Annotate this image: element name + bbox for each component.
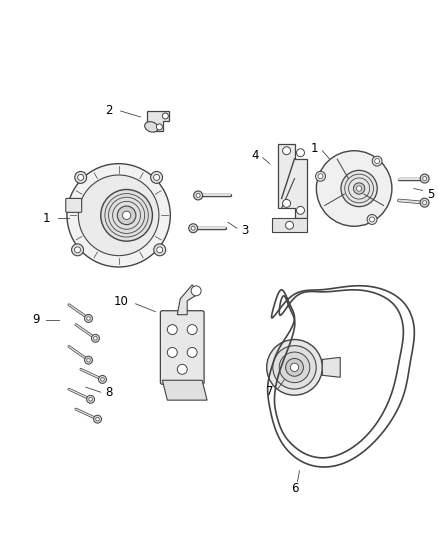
Circle shape [297, 206, 304, 214]
Circle shape [374, 159, 380, 164]
Polygon shape [177, 285, 200, 314]
Text: 7: 7 [266, 385, 273, 398]
Circle shape [423, 176, 427, 181]
Circle shape [117, 206, 136, 224]
Circle shape [96, 417, 99, 421]
Circle shape [78, 175, 159, 256]
Text: 6: 6 [291, 482, 298, 495]
Circle shape [420, 174, 429, 183]
Circle shape [283, 199, 290, 207]
Text: 10: 10 [113, 295, 128, 308]
Circle shape [87, 358, 90, 362]
Circle shape [315, 171, 325, 181]
Circle shape [101, 190, 152, 241]
Circle shape [89, 398, 92, 401]
Circle shape [167, 348, 177, 358]
Circle shape [191, 286, 201, 296]
Circle shape [357, 186, 362, 191]
Circle shape [273, 346, 316, 389]
Circle shape [123, 211, 131, 220]
Circle shape [191, 226, 195, 230]
Circle shape [290, 363, 299, 372]
Circle shape [187, 348, 197, 358]
Circle shape [353, 183, 365, 194]
Circle shape [341, 171, 377, 207]
Circle shape [267, 340, 322, 395]
Text: 3: 3 [241, 224, 248, 237]
Circle shape [87, 395, 95, 403]
Text: 1: 1 [42, 212, 50, 225]
Circle shape [286, 359, 304, 376]
Circle shape [423, 201, 427, 205]
Circle shape [286, 221, 293, 229]
Circle shape [67, 164, 170, 267]
Text: 9: 9 [32, 313, 40, 326]
Text: 8: 8 [105, 386, 113, 399]
Polygon shape [322, 358, 340, 377]
Polygon shape [162, 380, 207, 400]
Circle shape [157, 247, 163, 253]
Circle shape [297, 149, 304, 157]
Text: 1: 1 [311, 142, 318, 155]
Circle shape [156, 124, 162, 130]
Polygon shape [278, 144, 307, 219]
Circle shape [189, 224, 198, 233]
Circle shape [367, 214, 377, 224]
Circle shape [167, 325, 177, 335]
FancyBboxPatch shape [66, 198, 81, 212]
Circle shape [94, 415, 102, 423]
Text: 4: 4 [251, 149, 258, 162]
Polygon shape [272, 219, 307, 232]
FancyBboxPatch shape [160, 311, 204, 384]
Circle shape [420, 198, 429, 207]
Circle shape [370, 217, 374, 222]
Circle shape [78, 174, 84, 180]
Text: 2: 2 [105, 104, 113, 117]
Circle shape [177, 365, 187, 374]
Circle shape [74, 247, 81, 253]
Circle shape [75, 172, 87, 183]
Text: 5: 5 [427, 188, 434, 201]
Circle shape [87, 317, 90, 320]
Circle shape [92, 334, 99, 342]
Circle shape [318, 174, 323, 179]
Circle shape [151, 172, 162, 183]
Circle shape [283, 147, 290, 155]
Circle shape [154, 244, 166, 256]
Circle shape [99, 375, 106, 383]
Polygon shape [148, 111, 170, 131]
Circle shape [196, 193, 200, 197]
Circle shape [101, 378, 104, 381]
Circle shape [372, 156, 382, 166]
Circle shape [94, 336, 97, 340]
Circle shape [162, 113, 168, 119]
Circle shape [71, 244, 84, 256]
Circle shape [85, 314, 92, 322]
Circle shape [279, 352, 310, 383]
Circle shape [316, 151, 392, 226]
Ellipse shape [145, 122, 158, 132]
Circle shape [85, 356, 92, 364]
Circle shape [187, 325, 197, 335]
Circle shape [154, 174, 159, 180]
Circle shape [194, 191, 203, 200]
